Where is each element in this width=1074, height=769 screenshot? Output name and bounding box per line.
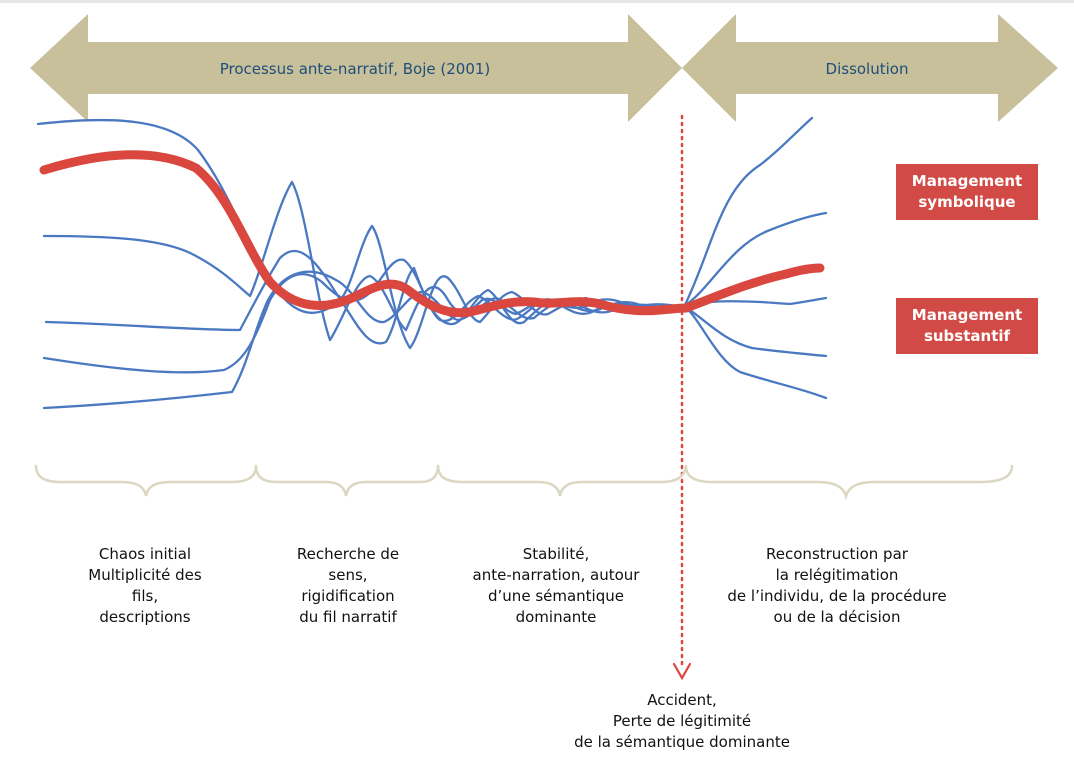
- accident-line: Perte de légitimité: [612, 712, 752, 730]
- phase-line: Reconstruction par: [766, 545, 908, 563]
- phase-line: de l’individu, de la procédure: [727, 587, 947, 605]
- phase-line: dominante: [515, 608, 597, 626]
- phase-line: sens,: [328, 566, 368, 584]
- brace-phase-2: [254, 464, 440, 497]
- phase-line: d’une sémantique: [488, 587, 624, 605]
- dissolution-arrow: [682, 14, 1058, 122]
- phase-line: Recherche de: [296, 545, 400, 563]
- phase-line: ou de la décision: [773, 608, 901, 626]
- tag-line: symbolique: [918, 193, 1016, 211]
- phase-line: rigidification: [301, 587, 395, 605]
- tag-line: substantif: [923, 327, 1011, 345]
- accident-line: de la sémantique dominante: [574, 733, 790, 751]
- top-separator: [0, 0, 1074, 3]
- ante-narrative-arrow: [30, 14, 682, 122]
- phase-line: du fil narratif: [299, 608, 397, 626]
- brace-phase-1: [34, 464, 258, 497]
- dominant-narrative-thread: [39, 150, 825, 318]
- management-substantif-tag: Management substantif: [896, 298, 1038, 354]
- dissolution-label: Dissolution: [826, 60, 909, 78]
- phase-line: Stabilité,: [522, 545, 590, 563]
- accident-line: Accident,: [647, 691, 717, 709]
- brace-phase-4: [684, 464, 1014, 501]
- phase-braces: [34, 464, 1014, 501]
- thread-line-4: [42, 258, 828, 400]
- tag-line: Management: [911, 306, 1023, 324]
- phase-line: ante-narration, autour: [472, 566, 640, 584]
- phase-line: Chaos initial: [98, 545, 192, 563]
- accident-arrowhead: [672, 662, 692, 681]
- tag-line: Management: [911, 172, 1023, 190]
- phase-line: descriptions: [99, 608, 191, 626]
- narrative-threads: [36, 116, 828, 410]
- phase-4-description: Reconstruction par la relégitimation de …: [702, 544, 972, 628]
- phase-1-description: Chaos initial Multiplicité des fils, des…: [60, 544, 230, 628]
- phase-line: Multiplicité des: [88, 566, 202, 584]
- accident-description: Accident, Perte de légitimité de la séma…: [548, 690, 816, 753]
- ante-narrative-label: Processus ante-narratif, Boje (2001): [220, 60, 491, 78]
- phase-3-description: Stabilité, ante-narration, autour d’une …: [446, 544, 666, 628]
- phase-2-description: Recherche de sens, rigidification du fil…: [268, 544, 428, 628]
- brace-phase-3: [436, 464, 688, 497]
- phase-line: la relégitimation: [775, 566, 899, 584]
- phase-line: fils,: [131, 587, 159, 605]
- management-symbolique-tag: Management symbolique: [896, 164, 1038, 220]
